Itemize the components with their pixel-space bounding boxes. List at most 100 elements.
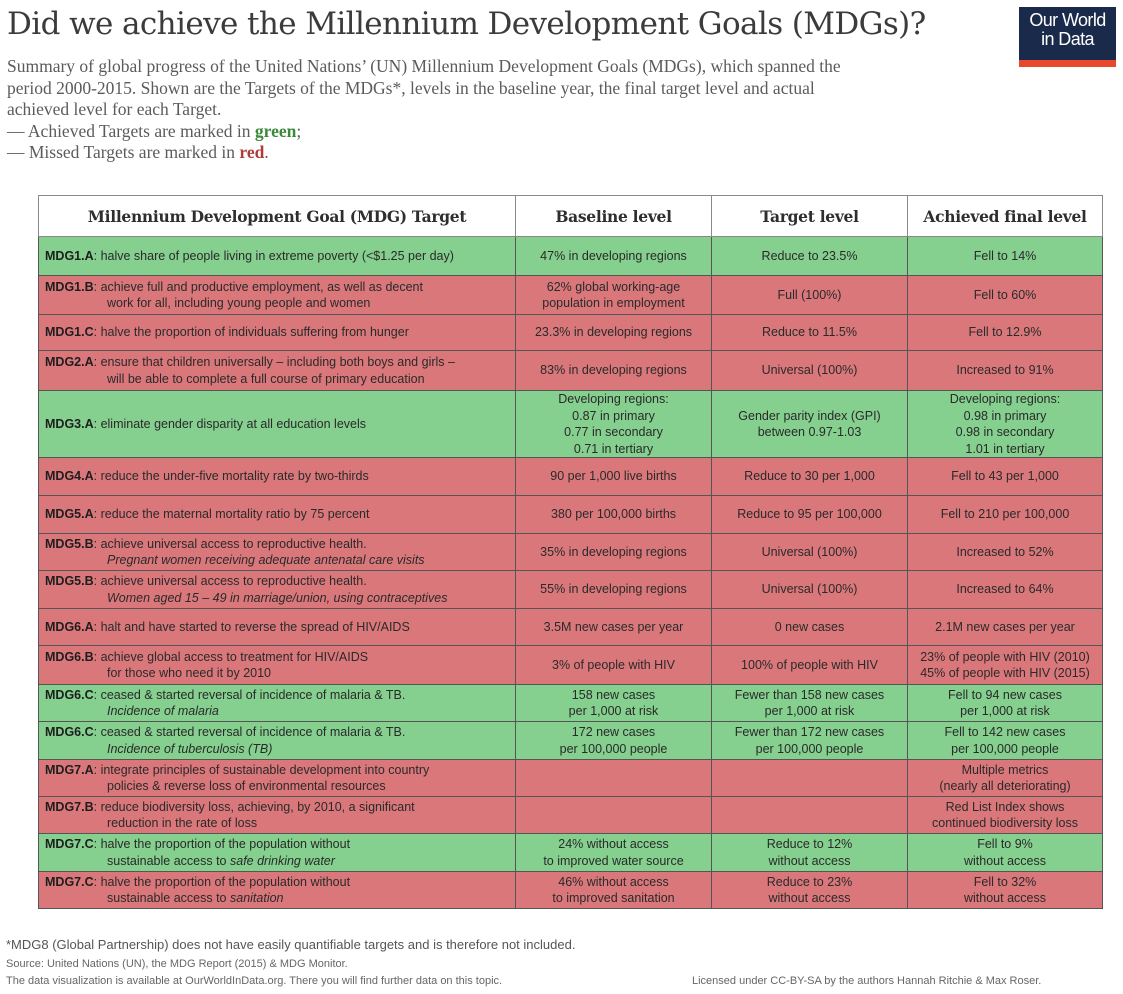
baseline-cell: 23.3% in developing regions: [515, 314, 712, 351]
table-row: MDG7.C: halve the proportion of the popu…: [38, 833, 1103, 872]
cell-line: Reduce to 95 per 100,000: [737, 507, 882, 522]
achieved-cell: 2.1M new cases per year: [907, 608, 1103, 646]
mdg-code: MDG5.A: [45, 507, 94, 522]
target-level-cell: Reduce to 12% without access: [711, 833, 908, 872]
mdg-code: MDG1.B: [45, 279, 94, 294]
table-row: MDG1.C: halve the proportion of individu…: [38, 314, 1103, 351]
mdg-code: MDG6.A: [45, 619, 94, 634]
cell-line: Reduce to 30 per 1,000: [744, 469, 875, 484]
cell-line: 3.5M new cases per year: [543, 619, 684, 634]
cell-line: 23% of people with HIV (2010): [920, 649, 1090, 664]
cell-line: per 100,000 people: [755, 741, 864, 756]
cell-line: Reduce to 12%: [766, 837, 853, 851]
target-cell: MDG6.C: ceased & started reversal of inc…: [38, 721, 516, 760]
legend-text: ;: [296, 120, 302, 141]
target-cell: MDG5.B: achieve universal access to repr…: [38, 570, 516, 609]
target-detail-text: will be able to complete a full course o…: [107, 371, 425, 386]
target-level-cell: 100% of people with HIV: [711, 645, 908, 685]
cell-line: 0.98 in secondary: [955, 425, 1055, 439]
legend-text: — Achieved Targets are marked in: [7, 120, 255, 141]
cell-line: Universal (100%): [761, 544, 858, 559]
baseline-cell: 62% global working-age population in empl…: [515, 275, 712, 315]
target-detail-text: reduction in the rate of loss: [107, 816, 258, 830]
achieved-cell: Increased to 64%: [907, 570, 1103, 609]
cell-line: Developing regions:: [558, 392, 669, 406]
baseline-cell: 55% in developing regions: [515, 570, 712, 609]
subtitle-line: achieved level for each Target.: [7, 99, 222, 119]
page-title: Did we achieve the Millennium Developmen…: [7, 6, 926, 42]
cell-line: 380 per 100,000 births: [550, 507, 677, 522]
table-row: MDG7.C: halve the proportion of the popu…: [38, 871, 1103, 909]
target-description: ensure that children universally – inclu…: [100, 355, 455, 369]
license-note: Licensed under CC-BY-SA by the authors H…: [692, 975, 1042, 987]
column-header-baseline: Baseline level: [515, 195, 712, 237]
table-row: MDG6.B: achieve global access to treatme…: [38, 645, 1103, 685]
cell-line: Reduce to 23.5%: [761, 248, 858, 263]
subtitle: Summary of global progress of the United…: [7, 56, 1007, 164]
target-description: integrate principles of sustainable deve…: [100, 762, 430, 777]
target-description: halve the proportion of individuals suff…: [100, 325, 409, 340]
target-detail-text: Women aged 15 – 49 in marriage/union, us…: [107, 590, 448, 605]
cell-line: Reduce to 11.5%: [762, 325, 857, 340]
baseline-cell: 47% in developing regions: [515, 236, 712, 276]
target-level-cell: 0 new cases: [711, 608, 908, 646]
baseline-cell: 24% without access to improved water sour…: [515, 833, 712, 872]
table-row: MDG5.B: achieve universal access to repr…: [38, 570, 1103, 609]
target-detail-plain: sustainable access to: [107, 891, 230, 905]
cell-line: without access: [964, 891, 1046, 905]
cell-line: 0.77 in secondary: [564, 425, 663, 439]
target-cell: MDG6.C: ceased & started reversal of inc…: [38, 684, 516, 722]
cell-line: Fewer than 158 new cases: [734, 687, 885, 702]
footnote: *MDG8 (Global Partnership) does not have…: [6, 937, 576, 952]
target-description: achieve universal access to reproductive…: [100, 536, 367, 551]
subtitle-line: Summary of global progress of the United…: [7, 56, 841, 76]
target-description: ceased & started reversal of incidence o…: [100, 725, 406, 739]
cell-line: 55% in developing regions: [540, 582, 687, 597]
target-detail: Pregnant women receiving adequate antena…: [45, 552, 509, 569]
cell-line: 90 per 1,000 live births: [550, 469, 677, 484]
cell-line: per 1,000 at risk: [764, 704, 855, 718]
target-level-cell: Reduce to 30 per 1,000: [711, 457, 908, 496]
cell-line: Fell to 32%: [973, 874, 1037, 889]
cell-line: (nearly all deteriorating): [939, 779, 1071, 793]
cell-line: Fell to 142 new cases: [944, 725, 1066, 739]
target-detail-text: policies & reverse loss of environmental…: [107, 779, 386, 793]
mdg-code: MDG1.C: [45, 325, 94, 340]
cell-line: 46% without access: [558, 874, 669, 889]
cell-line: without access: [768, 853, 851, 868]
achieved-cell: Fell to 43 per 1,000: [907, 457, 1103, 496]
mdg-code: MDG7.C: [45, 837, 94, 851]
baseline-cell: 3.5M new cases per year: [515, 608, 712, 646]
our-world-in-data-logo[interactable]: Our World in Data: [1019, 7, 1116, 67]
achieved-cell: Red List Index shows continued biodiversi…: [907, 796, 1103, 834]
target-level-cell: Universal (100%): [711, 533, 908, 571]
mdg-code: MDG6.C: [45, 725, 94, 739]
baseline-cell: 35% in developing regions: [515, 533, 712, 571]
mdg-code: MDG5.B: [45, 536, 94, 551]
achieved-cell: Fell to 94 new cases per 1,000 at risk: [907, 684, 1103, 722]
target-description: halve share of people living in extreme …: [100, 248, 454, 263]
table-row: MDG1.A: halve share of people living in …: [38, 236, 1103, 276]
cell-line: per 100,000 people: [559, 741, 668, 756]
cell-line: Universal (100%): [761, 363, 858, 378]
target-detail: work for all, including young people and…: [45, 295, 509, 312]
target-cell: MDG1.B: achieve full and productive empl…: [38, 275, 516, 315]
mdg-code: MDG1.A: [45, 248, 94, 263]
target-cell: MDG7.A: integrate principles of sustaina…: [38, 759, 516, 797]
baseline-cell: 380 per 100,000 births: [515, 495, 712, 534]
achieved-cell: Multiple metrics (nearly all deterioratin…: [907, 759, 1103, 797]
table-row: MDG3.A: eliminate gender disparity at al…: [38, 390, 1103, 458]
target-cell: MDG5.A: reduce the maternal mortality ra…: [38, 495, 516, 534]
cell-line: 3% of people with HIV: [552, 657, 675, 672]
target-detail: sustainable access to sanitation: [45, 890, 509, 907]
target-detail: Women aged 15 – 49 in marriage/union, us…: [45, 590, 509, 607]
cell-line: Fell to 60%: [973, 287, 1037, 302]
target-detail-plain: sustainable access to: [107, 853, 230, 868]
mdg-code: MDG7.B: [45, 799, 94, 814]
target-description: halve the proportion of the population w…: [100, 837, 351, 851]
cell-line: to improved water source: [543, 853, 684, 868]
table-row: MDG5.A: reduce the maternal mortality ra…: [38, 495, 1103, 534]
target-detail-text: Incidence of tuberculosis (TB): [107, 741, 273, 756]
mdg-code: MDG6.C: [45, 687, 94, 702]
cell-line: Fell to 43 per 1,000: [951, 469, 1059, 484]
